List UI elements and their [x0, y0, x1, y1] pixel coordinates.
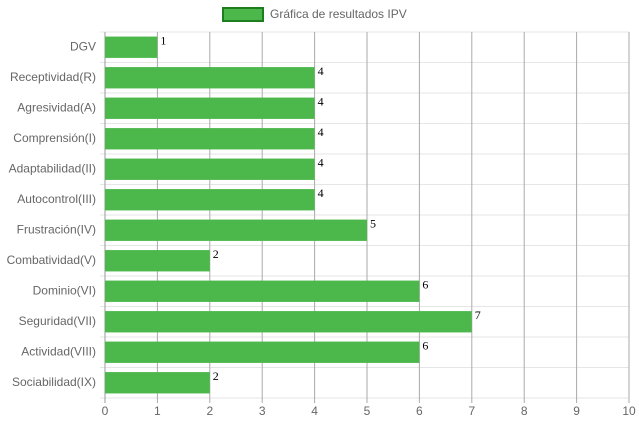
bar — [105, 311, 472, 333]
value-label: 2 — [213, 369, 219, 383]
value-label: 6 — [422, 277, 428, 291]
x-tick-label: 6 — [416, 404, 423, 418]
legend-swatch — [222, 7, 264, 22]
y-tick-label: Comprensión(I) — [13, 131, 96, 145]
y-tick-label: Combatividad(V) — [7, 253, 96, 267]
y-tick-label: DGV — [70, 39, 96, 53]
x-tick-label: 5 — [364, 404, 371, 418]
bar — [105, 128, 315, 150]
y-tick-label: Receptividad(R) — [10, 70, 96, 84]
x-tick-label: 8 — [521, 404, 528, 418]
bar — [105, 189, 315, 211]
y-tick-label: Dominio(VI) — [33, 283, 96, 297]
value-label: 1 — [160, 33, 166, 47]
bar — [105, 97, 315, 119]
bar — [105, 250, 210, 272]
value-label: 4 — [318, 64, 324, 78]
bar — [105, 219, 367, 241]
value-label: 5 — [370, 216, 376, 230]
bar — [105, 372, 210, 394]
y-tick-label: Actividad(VIII) — [21, 344, 96, 358]
x-tick-label: 7 — [468, 404, 475, 418]
y-tick-label: Seguridad(VII) — [19, 314, 96, 328]
x-tick-label: 0 — [102, 404, 109, 418]
y-tick-label: Autocontrol(III) — [17, 192, 96, 206]
y-tick-label: Sociabilidad(IX) — [12, 375, 96, 389]
value-label: 7 — [475, 308, 481, 322]
y-tick-label: Frustración(IV) — [17, 222, 96, 236]
x-tick-label: 4 — [311, 404, 318, 418]
value-label: 4 — [318, 155, 324, 169]
bar — [105, 67, 315, 89]
y-tick-label: Agresividad(A) — [17, 100, 96, 114]
value-label: 4 — [318, 125, 324, 139]
x-tick-label: 9 — [573, 404, 580, 418]
bar — [105, 341, 420, 363]
x-tick-label: 10 — [622, 404, 636, 418]
value-label: 4 — [318, 186, 324, 200]
y-tick-label: Adaptabilidad(II) — [9, 161, 96, 175]
x-tick-label: 3 — [259, 404, 266, 418]
value-label: 6 — [422, 338, 428, 352]
bar — [105, 158, 315, 180]
value-label: 4 — [318, 94, 324, 108]
bar — [105, 36, 158, 58]
bar — [105, 280, 420, 302]
x-tick-label: 1 — [154, 404, 161, 418]
x-tick-label: 2 — [206, 404, 213, 418]
legend-label: Gráfica de resultados IPV — [270, 7, 407, 21]
value-label: 2 — [213, 247, 219, 261]
